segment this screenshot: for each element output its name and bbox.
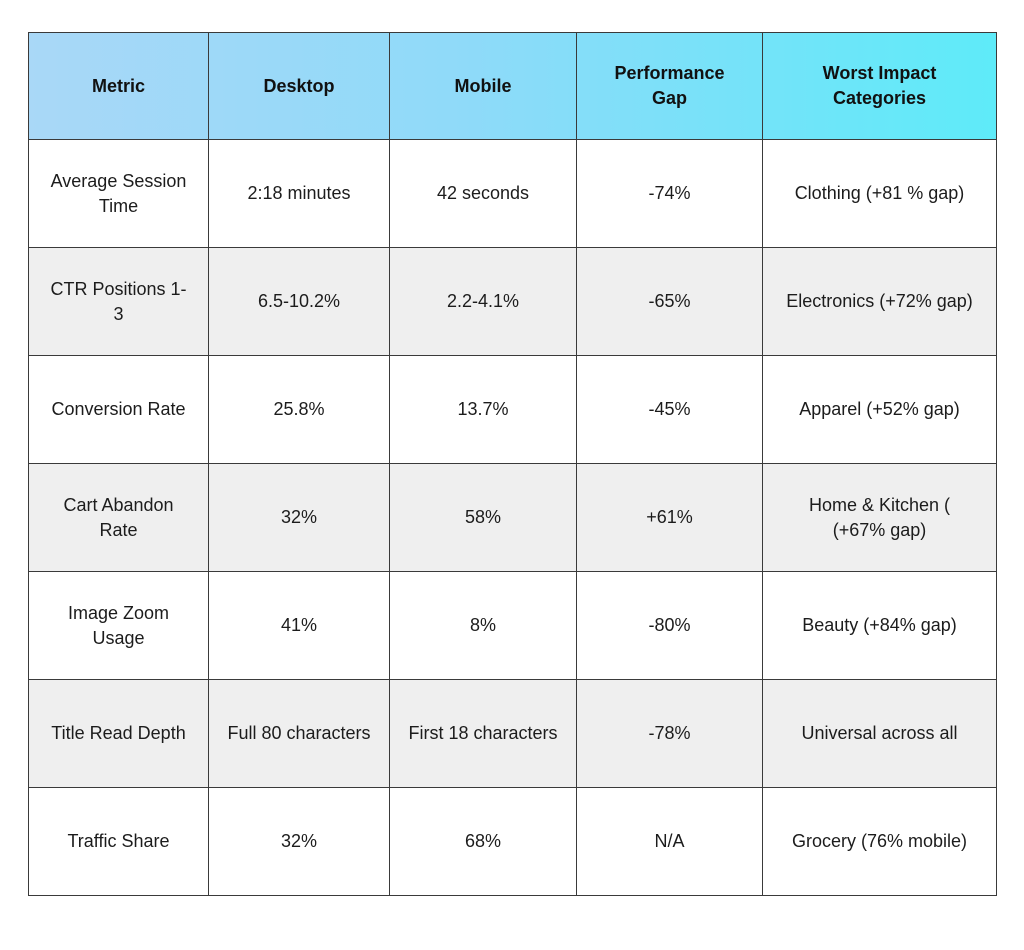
header-worst-impact-categories: Worst Impact Categories [762, 32, 997, 140]
cell-performance-gap: -80% [576, 571, 763, 680]
cell-worst-impact: Home & Kitchen ( (+67% gap) [762, 463, 997, 572]
cell-performance-gap: +61% [576, 463, 763, 572]
table-header-row: Metric Desktop Mobile Performance Gap Wo… [28, 32, 997, 140]
cell-metric: Title Read Depth [28, 679, 209, 788]
cell-mobile: 68% [389, 787, 577, 896]
cell-mobile: 58% [389, 463, 577, 572]
header-mobile: Mobile [389, 32, 577, 140]
cell-metric: Traffic Share [28, 787, 209, 896]
cell-worst-impact: Grocery (76% mobile) [762, 787, 997, 896]
header-performance-gap: Performance Gap [576, 32, 763, 140]
cell-worst-impact: Electronics (+72% gap) [762, 247, 997, 356]
cell-performance-gap: N/A [576, 787, 763, 896]
table-row: Title Read Depth Full 80 characters Firs… [28, 679, 997, 788]
header-desktop: Desktop [208, 32, 390, 140]
cell-worst-impact: Universal across all [762, 679, 997, 788]
desktop-vs-mobile-table: Metric Desktop Mobile Performance Gap Wo… [28, 32, 997, 896]
table-row: Traffic Share 32% 68% N/A Grocery (76% m… [28, 787, 997, 896]
cell-mobile: 8% [389, 571, 577, 680]
table-row: CTR Positions 1-3 6.5-10.2% 2.2-4.1% -65… [28, 247, 997, 356]
cell-desktop: 32% [208, 787, 390, 896]
cell-desktop: 6.5-10.2% [208, 247, 390, 356]
cell-performance-gap: -45% [576, 355, 763, 464]
cell-desktop: Full 80 characters [208, 679, 390, 788]
cell-desktop: 41% [208, 571, 390, 680]
cell-metric: CTR Positions 1-3 [28, 247, 209, 356]
cell-metric: Image Zoom Usage [28, 571, 209, 680]
cell-metric: Conversion Rate [28, 355, 209, 464]
cell-metric: Cart Abandon Rate [28, 463, 209, 572]
comparison-table-container: Metric Desktop Mobile Performance Gap Wo… [28, 32, 997, 896]
table-row: Conversion Rate 25.8% 13.7% -45% Apparel… [28, 355, 997, 464]
header-metric: Metric [28, 32, 209, 140]
cell-desktop: 25.8% [208, 355, 390, 464]
cell-worst-impact: Beauty (+84% gap) [762, 571, 997, 680]
cell-desktop: 32% [208, 463, 390, 572]
cell-metric: Average Session Time [28, 139, 209, 248]
table-row: Image Zoom Usage 41% 8% -80% Beauty (+84… [28, 571, 997, 680]
cell-performance-gap: -74% [576, 139, 763, 248]
cell-mobile: 42 seconds [389, 139, 577, 248]
cell-mobile: 13.7% [389, 355, 577, 464]
cell-worst-impact: Clothing (+81 % gap) [762, 139, 997, 248]
table-row: Cart Abandon Rate 32% 58% +61% Home & Ki… [28, 463, 997, 572]
cell-performance-gap: -65% [576, 247, 763, 356]
cell-mobile: 2.2-4.1% [389, 247, 577, 356]
cell-desktop: 2:18 minutes [208, 139, 390, 248]
cell-performance-gap: -78% [576, 679, 763, 788]
cell-mobile: First 18 characters [389, 679, 577, 788]
table-row: Average Session Time 2:18 minutes 42 sec… [28, 139, 997, 248]
cell-worst-impact: Apparel (+52% gap) [762, 355, 997, 464]
